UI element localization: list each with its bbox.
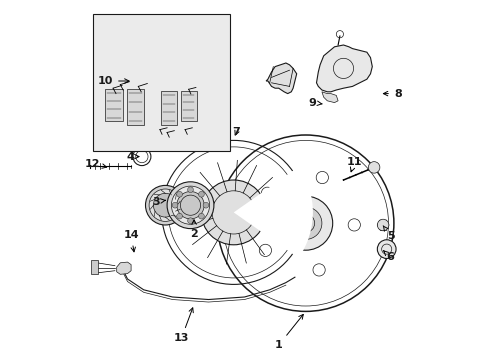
FancyBboxPatch shape bbox=[105, 89, 122, 121]
Text: 14: 14 bbox=[123, 230, 139, 252]
Text: 7: 7 bbox=[232, 127, 240, 137]
Polygon shape bbox=[316, 45, 371, 92]
Circle shape bbox=[176, 192, 182, 197]
Text: 6: 6 bbox=[383, 251, 394, 262]
Circle shape bbox=[153, 193, 177, 217]
Text: 2: 2 bbox=[190, 220, 198, 239]
Circle shape bbox=[198, 192, 204, 197]
Polygon shape bbox=[91, 260, 98, 274]
Text: 11: 11 bbox=[346, 157, 361, 172]
Circle shape bbox=[187, 187, 193, 193]
Circle shape bbox=[177, 192, 204, 219]
FancyBboxPatch shape bbox=[161, 91, 177, 125]
Circle shape bbox=[278, 196, 332, 250]
Circle shape bbox=[377, 240, 395, 258]
Text: 1: 1 bbox=[274, 314, 303, 350]
Polygon shape bbox=[117, 262, 131, 274]
Circle shape bbox=[377, 219, 388, 231]
Polygon shape bbox=[265, 63, 296, 94]
Circle shape bbox=[203, 202, 208, 208]
Circle shape bbox=[367, 162, 379, 173]
Text: 9: 9 bbox=[308, 98, 322, 108]
Wedge shape bbox=[233, 167, 312, 258]
Text: 3: 3 bbox=[152, 197, 165, 207]
Circle shape bbox=[167, 182, 213, 229]
Text: 8: 8 bbox=[383, 89, 401, 99]
Circle shape bbox=[172, 202, 178, 208]
Circle shape bbox=[171, 186, 209, 224]
Text: 4: 4 bbox=[126, 152, 139, 162]
Circle shape bbox=[198, 213, 204, 219]
FancyBboxPatch shape bbox=[181, 91, 196, 121]
FancyBboxPatch shape bbox=[126, 89, 144, 125]
FancyBboxPatch shape bbox=[93, 14, 230, 151]
Circle shape bbox=[176, 213, 182, 219]
Text: 13: 13 bbox=[173, 308, 193, 343]
Text: 12: 12 bbox=[85, 159, 106, 169]
Circle shape bbox=[289, 207, 321, 239]
Circle shape bbox=[145, 185, 185, 225]
Polygon shape bbox=[321, 92, 337, 103]
Circle shape bbox=[149, 189, 181, 221]
Circle shape bbox=[201, 180, 265, 245]
Circle shape bbox=[187, 218, 193, 224]
Text: 10: 10 bbox=[98, 76, 129, 86]
Text: 5: 5 bbox=[383, 226, 393, 241]
